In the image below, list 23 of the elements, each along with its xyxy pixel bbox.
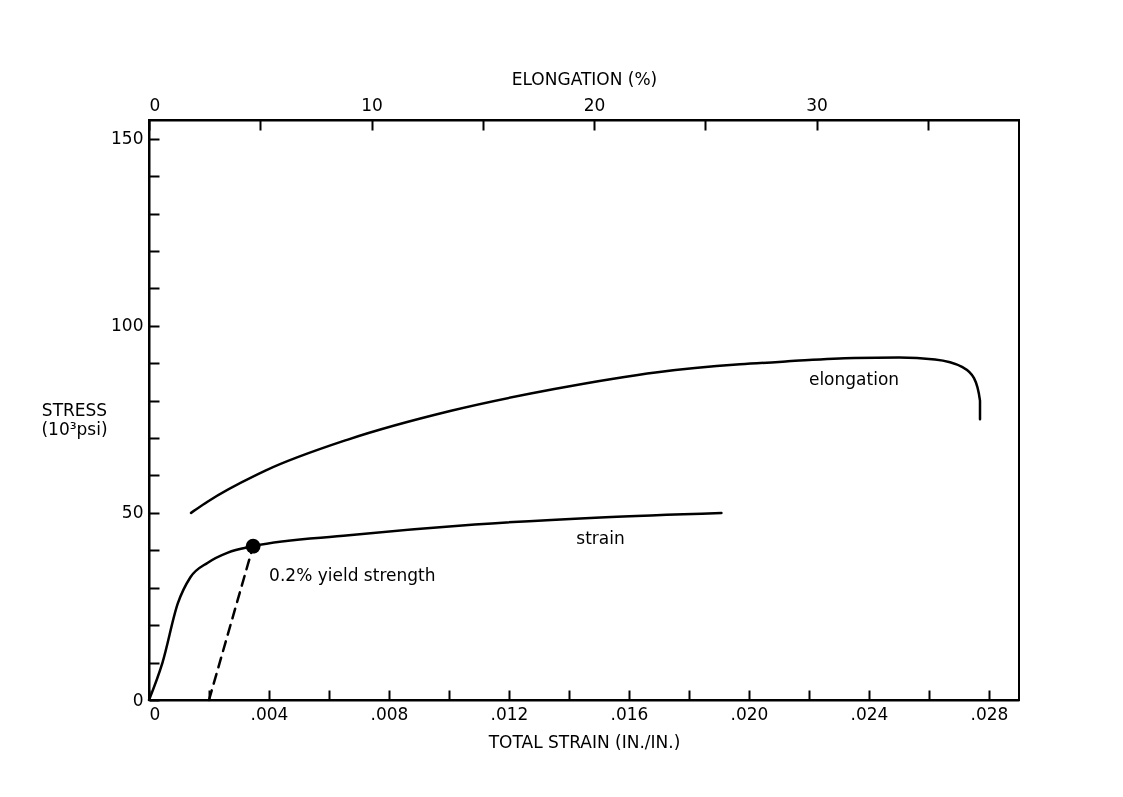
series-label: strain	[576, 528, 625, 549]
annotation: 0.2% yield strength	[269, 565, 436, 586]
x2-tick-label: 0	[149, 94, 161, 115]
x-tick-label: .004	[250, 703, 289, 724]
x-tick-label: .012	[490, 703, 529, 724]
x-tick-label: .024	[850, 703, 889, 724]
x-tick-label: 0	[149, 703, 161, 724]
x-tick-label: .016	[610, 703, 649, 724]
x2-tick-label: 30	[806, 94, 828, 115]
series-label: elongation	[808, 368, 900, 389]
line-series	[189, 356, 982, 515]
x2-axis-title: ELONGATION (%)	[511, 68, 658, 89]
x-tick-label: .008	[370, 703, 409, 724]
y-axis-title: STRESS (10³psi)	[41, 399, 108, 439]
y-tick-label: 100	[111, 315, 144, 336]
y-tick-label: 50	[121, 502, 144, 523]
x-tick-label: .020	[730, 703, 769, 724]
x-tick-label: .028	[970, 703, 1009, 724]
x2-tick-label: 20	[583, 94, 606, 115]
y-tick-label: 150	[111, 128, 144, 149]
y-tick-label: 0	[132, 689, 144, 710]
x2-tick-label: 10	[361, 94, 383, 115]
x-axis-title: TOTAL STRAIN (IN./IN.)	[487, 731, 681, 752]
